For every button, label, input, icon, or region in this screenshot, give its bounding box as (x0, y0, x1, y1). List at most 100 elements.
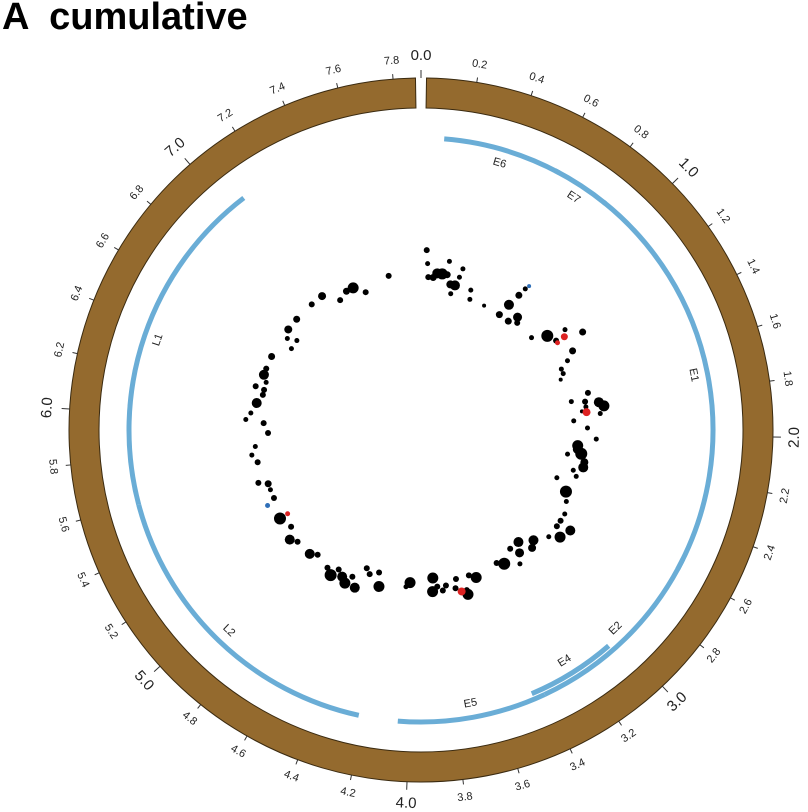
data-point (425, 274, 432, 281)
data-point (249, 452, 255, 458)
data-point (560, 371, 566, 377)
data-point (427, 586, 439, 598)
data-point (529, 335, 535, 341)
data-point (293, 315, 301, 323)
data-point (582, 398, 589, 405)
panel-title: A cumulative (2, 0, 248, 38)
data-point (264, 480, 272, 488)
minor-tick-label: 6.4 (69, 284, 86, 303)
minor-tick-label: 2.2 (778, 487, 793, 504)
minor-tick-label: 0.4 (528, 70, 546, 86)
data-point (568, 399, 574, 405)
gene-label-l1: L1 (150, 332, 165, 347)
data-point (349, 582, 360, 593)
data-point (558, 377, 563, 382)
data-point (597, 411, 603, 417)
axis-tick (197, 704, 202, 709)
data-point (457, 587, 466, 596)
axis-tick (146, 200, 152, 205)
data-point (593, 436, 599, 442)
data-point (251, 397, 262, 408)
minor-tick-label: 4.4 (282, 768, 301, 785)
minor-tick-label: 2.8 (705, 646, 724, 665)
data-point (570, 467, 576, 473)
data-point (318, 292, 327, 301)
data-point (575, 447, 588, 460)
data-point (514, 319, 521, 326)
minor-tick-label: 0.6 (581, 92, 600, 110)
data-point (562, 511, 568, 517)
axis-tick (752, 546, 758, 549)
axis-tick (244, 735, 248, 741)
data-point (294, 338, 300, 344)
data-point (554, 475, 560, 481)
axis-tick (153, 665, 161, 672)
axis-tick (121, 621, 127, 626)
axis-tick (736, 271, 742, 276)
minor-tick-label: 1.4 (744, 257, 762, 276)
data-point (254, 459, 261, 466)
data-point (362, 289, 369, 296)
data-point (557, 517, 564, 524)
data-point (546, 534, 552, 540)
axis-tick (618, 720, 622, 726)
minor-tick-label: 7.8 (383, 54, 399, 67)
minor-tick-label: 3.6 (514, 778, 532, 794)
data-point (385, 272, 392, 279)
axis-tick (730, 597, 736, 601)
data-point (583, 404, 589, 410)
data-point (517, 561, 523, 567)
data-point (337, 571, 348, 582)
data-point (259, 391, 266, 398)
data-point (584, 389, 591, 396)
data-point (563, 499, 569, 505)
minor-tick-label: 4.6 (229, 743, 248, 761)
gene-arc-e4 (530, 643, 611, 696)
axis-tick (282, 100, 286, 106)
minor-tick-label: 0.8 (631, 123, 650, 142)
data-point (265, 503, 271, 509)
data-point (255, 479, 262, 486)
data-point (468, 287, 474, 293)
data-point (261, 386, 268, 393)
data-point (554, 531, 566, 543)
data-point (263, 379, 269, 385)
axis-tick (569, 748, 573, 754)
data-point (376, 569, 383, 576)
axis-tick (767, 492, 773, 495)
data-point (493, 560, 500, 567)
data-point (324, 569, 337, 582)
data-point (541, 329, 554, 342)
major-tick-label: 4.0 (395, 794, 417, 812)
gene-label-e2: E2 (607, 619, 625, 637)
data-point (598, 400, 610, 412)
data-point (363, 565, 370, 572)
data-point (248, 410, 254, 416)
minor-tick-label: 7.6 (325, 63, 343, 78)
axis-tick (629, 142, 634, 148)
data-point (243, 417, 249, 423)
data-point (335, 566, 342, 573)
minor-tick-label: 7.2 (216, 107, 235, 125)
data-point (347, 282, 359, 294)
minor-tick-label: 1.8 (781, 370, 795, 387)
data-point (498, 557, 511, 570)
axis-tick (184, 158, 191, 165)
major-tick-label: 7.0 (162, 134, 189, 161)
gene-label-e6: E6 (491, 156, 507, 171)
data-point (573, 473, 579, 479)
axis-tick (476, 77, 479, 83)
minor-tick-label: 1.2 (714, 206, 733, 225)
minor-tick-label: 6.6 (94, 231, 112, 250)
genome-axis-ticks: 0.0 1.0 2.0 3.0 4.0 5.0 6.0 7.0 0.2 0.4 0.6 0.8 1.2 1… (38, 47, 803, 812)
data-point (578, 462, 589, 473)
gene-arc-l1 (126, 195, 246, 506)
data-point (513, 537, 524, 548)
genome-ring-band (68, 77, 774, 783)
data-point (456, 274, 462, 280)
axis-tick (75, 519, 81, 522)
data-point (373, 580, 385, 592)
data-point (442, 582, 449, 589)
data-point (449, 280, 460, 291)
minor-tick-label: 3.2 (619, 727, 638, 746)
